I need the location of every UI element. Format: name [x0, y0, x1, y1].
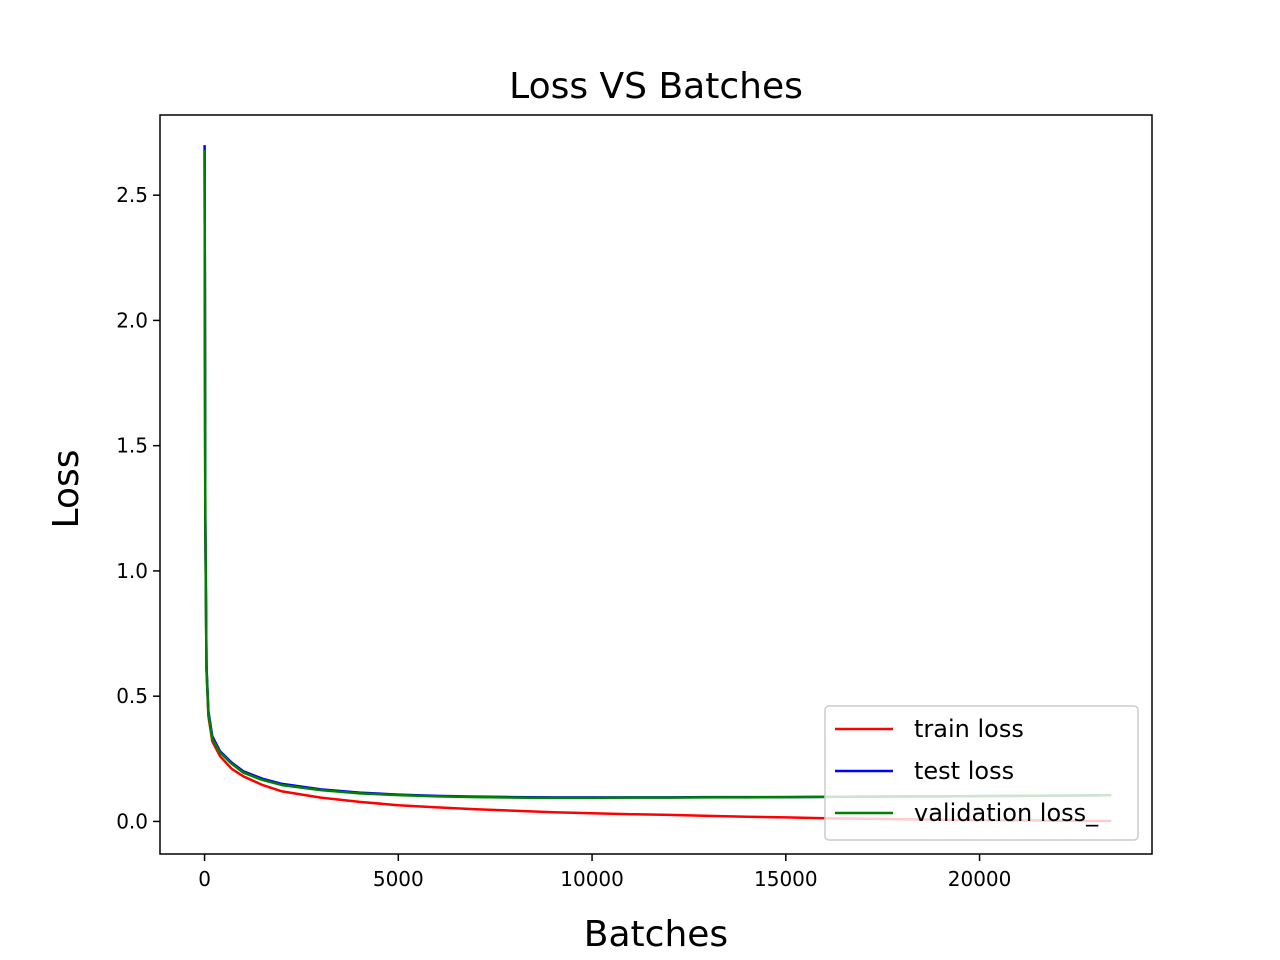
- chart-title: Loss VS Batches: [509, 66, 803, 107]
- y-tick-label: 0.0: [116, 809, 148, 833]
- x-axis-title: Batches: [584, 914, 728, 955]
- y-tick-label: 2.5: [116, 183, 148, 207]
- legend-label-0: train loss: [914, 715, 1024, 743]
- y-tick-label: 2.0: [116, 308, 148, 332]
- y-axis-title: Loss: [46, 450, 87, 529]
- y-tick-label: 1.0: [116, 559, 148, 583]
- x-tick-label: 15000: [754, 867, 818, 891]
- x-axis-ticks: 0 5000 10000 15000 20000: [198, 854, 1011, 891]
- x-tick-label: 5000: [373, 867, 424, 891]
- y-tick-label: 1.5: [116, 434, 148, 458]
- y-axis-ticks: 0.0 0.5 1.0 1.5 2.0 2.5: [116, 183, 160, 833]
- series-line-1: [203, 145, 1112, 799]
- x-tick-label: 0: [198, 867, 211, 891]
- legend: train loss test loss validation loss_: [824, 705, 1139, 841]
- legend-box: [824, 705, 1139, 841]
- x-tick-label: 10000: [560, 867, 624, 891]
- plot-frame: [159, 114, 1153, 855]
- series-line-2: [203, 150, 1112, 800]
- x-tick-label: 20000: [948, 867, 1012, 891]
- y-tick-label: 0.5: [116, 684, 148, 708]
- legend-label-1: test loss: [914, 757, 1014, 785]
- legend-label-2: validation loss_: [914, 799, 1099, 827]
